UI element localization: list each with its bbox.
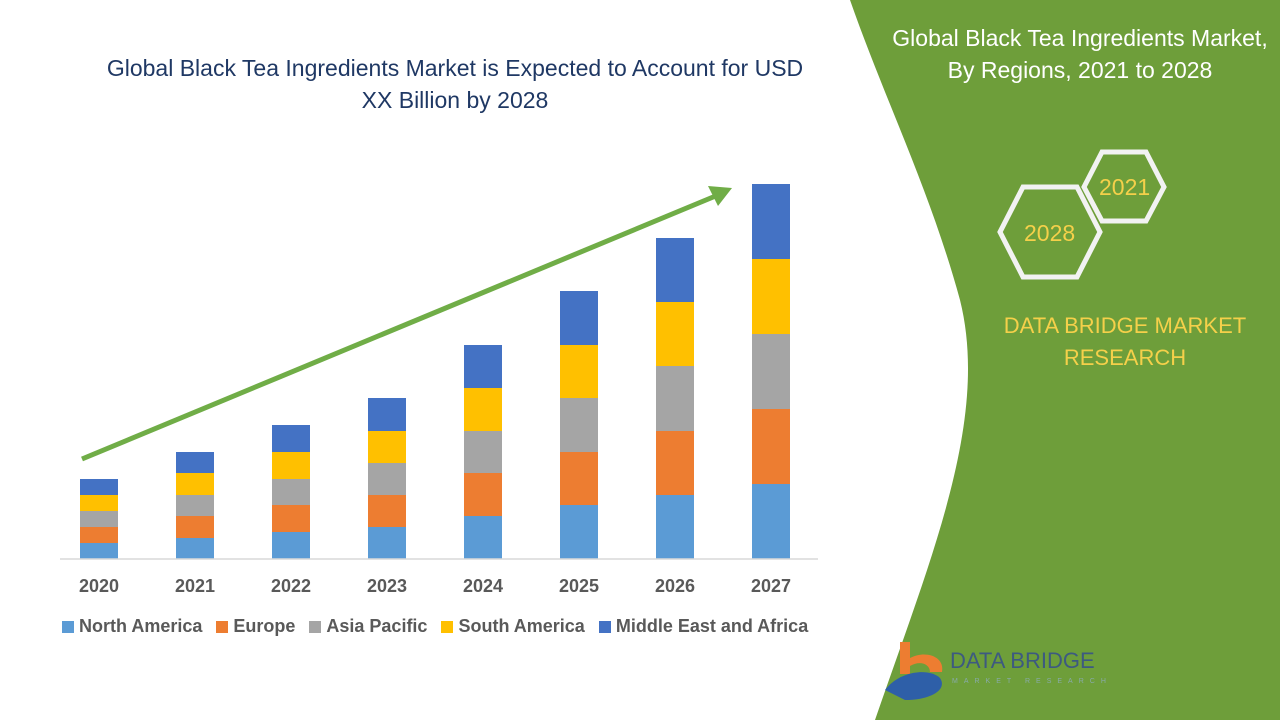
bar-segment: [272, 452, 310, 479]
bar-segment: [176, 516, 214, 538]
bar-segment: [368, 431, 406, 463]
logo-subtext: MARKET RESEARCH: [952, 678, 1112, 685]
trend-arrow: [81, 192, 719, 462]
x-tick-label: 2023: [366, 576, 408, 596]
bar-segment: [80, 479, 118, 495]
bar-segment: [368, 495, 406, 527]
bar-segment: [560, 398, 598, 452]
stacked-bar-chart: [80, 184, 790, 559]
x-tick-label: 2022: [270, 576, 312, 596]
bar-segment: [656, 238, 694, 302]
bar-segment: [752, 484, 790, 559]
bar-segment: [752, 259, 790, 334]
bar-segment: [80, 511, 118, 527]
legend-label: North America: [79, 616, 203, 636]
bar-segment: [656, 366, 694, 431]
legend-swatch: [62, 620, 74, 633]
bar-segment: [80, 495, 118, 511]
trend-arrowhead: [708, 186, 732, 206]
x-tick-label: 2021: [174, 576, 216, 596]
legend-item: Middle East and Africa: [598, 616, 809, 637]
x-tick-label: 2027: [750, 576, 792, 596]
bar-segment: [272, 532, 310, 559]
legend-swatch: [309, 620, 322, 633]
bar-segment: [656, 495, 694, 559]
bar-segment: [560, 291, 598, 345]
bar-segment: [464, 516, 502, 559]
x-tick-label: 2024: [462, 576, 504, 596]
bar-segment: [176, 452, 214, 473]
bar-segment: [464, 388, 502, 431]
legend-label: Asia Pacific: [326, 616, 428, 636]
legend-label: Middle East and Africa: [615, 616, 809, 636]
logo-text: DATA BRIDGE: [950, 648, 1095, 673]
data-bridge-logo-icon: [885, 642, 943, 700]
bar-segment: [80, 527, 118, 543]
legend-item: Europe: [216, 616, 295, 637]
legend-swatch: [216, 620, 229, 633]
bar-segment: [560, 505, 598, 559]
bar-segment: [80, 543, 118, 559]
legend-item: South America: [441, 616, 585, 637]
bar-segment: [560, 345, 598, 398]
bar-segment: [752, 184, 790, 259]
hexagon-2021-icon: [1081, 149, 1167, 224]
bar-segment: [272, 479, 310, 505]
legend-swatch: [441, 620, 454, 633]
bar-segment: [176, 495, 214, 516]
legend: North America Europe Asia Pacific South Ame…: [62, 616, 808, 637]
bar-segment: [752, 334, 790, 409]
chart-title: Global Black Tea Ingredients Market is E…: [106, 55, 804, 113]
green-panel: [850, 0, 1280, 720]
bar-segment: [272, 505, 310, 532]
bar-segment: [752, 409, 790, 484]
x-tick-label: 2026: [654, 576, 696, 596]
legend-item: Asia Pacific: [309, 616, 427, 637]
bar-segment: [176, 473, 214, 495]
bar-segment: [272, 425, 310, 452]
bar-segment: [368, 463, 406, 495]
legend-label: South America: [458, 616, 585, 636]
bar-segment: [368, 398, 406, 431]
x-tick-label: 2020: [78, 576, 120, 596]
bar-segment: [464, 431, 502, 473]
legend-label: Europe: [233, 616, 296, 636]
bar-segment: [176, 538, 214, 559]
bar-segment: [560, 452, 598, 505]
bar-segment: [656, 302, 694, 366]
side-panel-title: Global Black Tea Ingredients Market, By …: [892, 25, 1268, 83]
bar-segment: [368, 527, 406, 559]
hex-year-2021: 2021: [1099, 174, 1151, 200]
hexagon-2028-icon: [997, 184, 1103, 280]
brand-name: DATA BRIDGE MARKET RESEARCH: [1003, 313, 1247, 370]
legend-item: North America: [62, 616, 202, 637]
bar-segment: [464, 345, 502, 388]
x-tick-label: 2025: [558, 576, 600, 596]
hex-year-2028: 2028: [1024, 220, 1076, 246]
bar-segment: [464, 473, 502, 516]
bar-segment: [656, 431, 694, 495]
legend-swatch: [598, 620, 611, 633]
